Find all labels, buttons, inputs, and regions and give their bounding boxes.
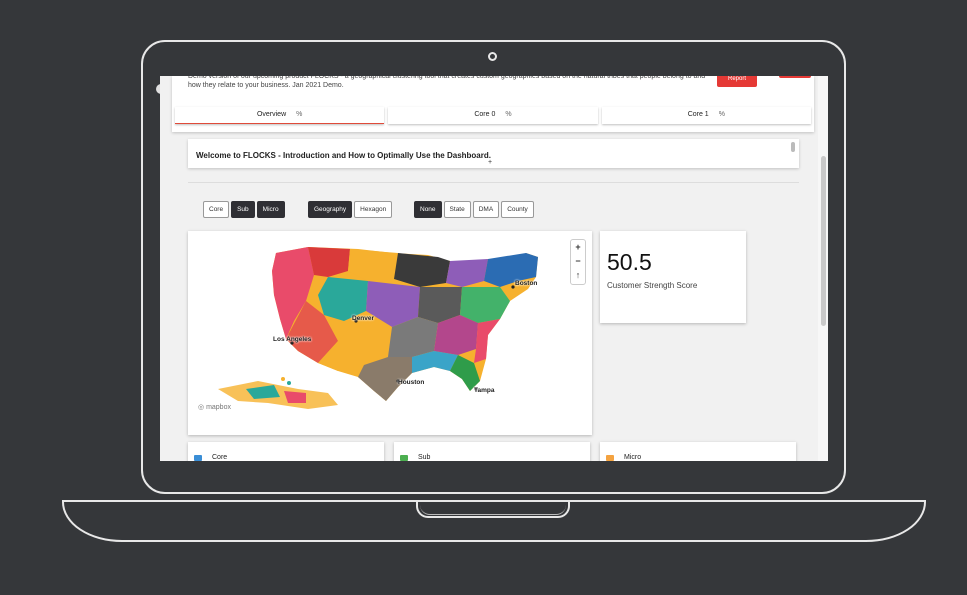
tab-suffix: % [718,111,725,118]
tab-suffix: % [505,111,512,118]
boundary-dma-button[interactable]: DMA [472,201,500,218]
laptop-notch-inner [420,500,566,515]
city-label-los-angeles: Los Angeles [273,336,312,343]
tab-suffix: % [296,111,303,118]
city-label-houston: Houston [398,379,425,386]
divider [188,182,799,183]
attribution-text: mapbox [206,404,231,411]
tab-overview[interactable]: Overview% [175,107,385,124]
report-button[interactable]: Report [717,76,757,87]
reset-bearing-button[interactable]: ↑ [575,270,581,280]
score-card: 50.5 Customer Strength Score [600,231,746,323]
tab-core-0[interactable]: Core 0% [388,107,598,124]
laptop-lid [141,40,846,494]
city-markers [290,285,515,391]
hexagon-button[interactable]: Hexagon [354,201,393,218]
mapbox-logo[interactable]: ◎ mapbox [198,404,231,411]
tab-core-1[interactable]: Core 1% [601,107,811,124]
tab-label: Overview [256,111,287,118]
boundary-toggle-group: None State DMA County [414,201,536,218]
dashboard-screen: Demo version of our upcoming product FLO… [160,76,828,461]
zoom-control: + − ↑ [570,239,586,285]
score-label: Customer Strength Score [607,281,698,290]
card-label: Micro [624,454,642,461]
boundary-state-button[interactable]: State [443,201,471,218]
micro-swatch-icon [606,455,614,461]
boundary-county-button[interactable]: County [501,201,534,218]
level-sub-button[interactable]: Sub [231,201,255,218]
shape-toggle-group: Geography Hexagon [308,201,394,218]
scrollbar-thumb[interactable] [821,156,826,326]
intro-title: Welcome to FLOCKS - Introduction and How… [196,151,491,160]
micro-card[interactable]: Micro [600,442,796,461]
scrollbar[interactable] [818,76,828,461]
level-toggle-group: Core Sub Micro [203,201,287,218]
header-description: Demo version of our upcoming product FLO… [188,76,706,89]
expand-icon[interactable]: + [488,159,493,166]
score-value: 50.5 [607,249,652,275]
geography-button[interactable]: Geography [308,201,353,218]
zoom-out-button[interactable]: − [575,256,581,266]
laptop-notch [416,500,570,518]
us-cluster-map[interactable] [188,231,592,435]
city-label-denver: Denver [352,315,375,322]
map-card[interactable]: Boston Denver Los Angeles Houston Tampa … [188,231,592,435]
intro-scrollbar[interactable] [791,142,795,152]
card-label: Sub [418,454,431,461]
city-label-tampa: Tampa [474,387,495,394]
level-micro-button[interactable]: Micro [256,201,285,218]
header-card: Demo version of our upcoming product FLO… [172,76,814,132]
core-swatch-icon [194,455,202,461]
tab-label: Core 0 [474,111,496,118]
map-regions [218,247,538,409]
sub-card[interactable]: Sub [394,442,590,461]
city-label-boston: Boston [515,280,538,287]
intro-card[interactable]: Welcome to FLOCKS - Introduction and How… [188,139,799,168]
secondary-red-button[interactable] [779,76,811,78]
card-label: Core [212,454,228,461]
level-core-button[interactable]: Core [203,201,230,218]
core-card[interactable]: Core [188,442,384,461]
camera-icon [488,52,497,61]
tab-bar: Overview% Core 0% Core 1% [175,107,811,124]
zoom-in-button[interactable]: + [575,242,581,252]
boundary-none-button[interactable]: None [414,201,442,218]
tab-label: Core 1 [687,111,709,118]
sub-swatch-icon [400,455,408,461]
